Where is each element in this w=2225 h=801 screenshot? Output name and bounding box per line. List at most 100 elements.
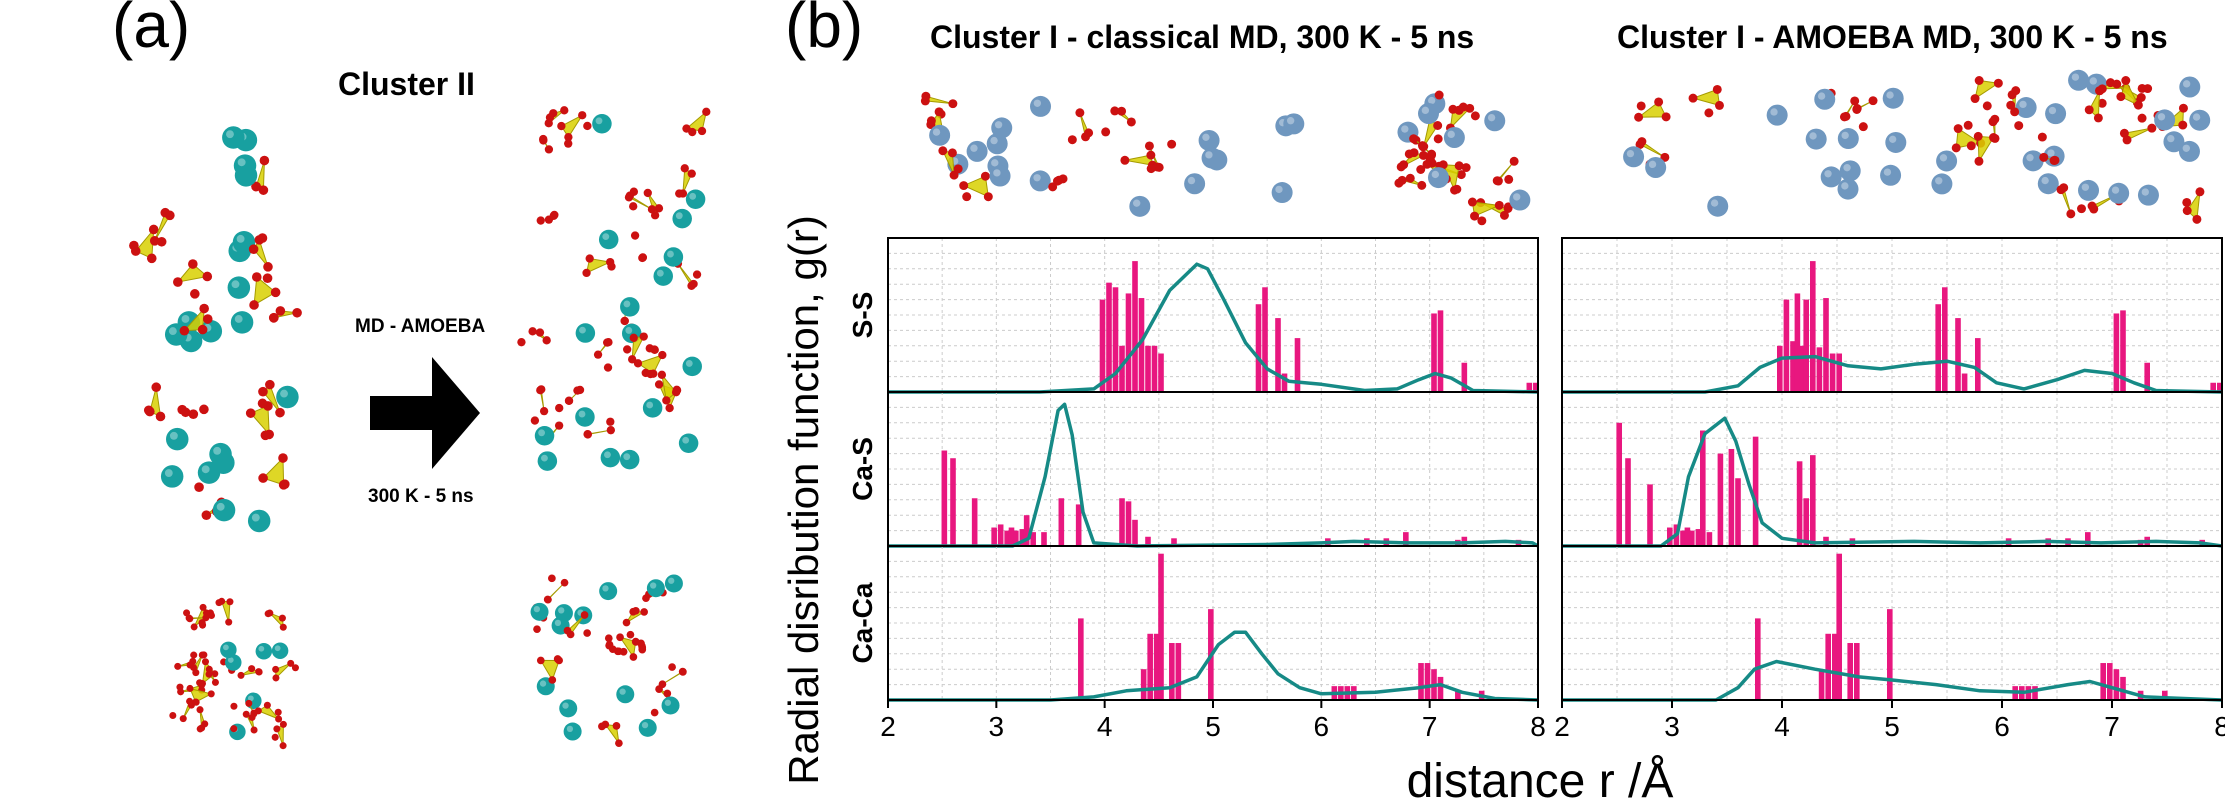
sulfate-tetrahedron (1977, 135, 1995, 163)
rdf-bar (1119, 498, 1125, 546)
oxygen-atom (560, 578, 569, 587)
rdf-bar (2100, 663, 2106, 700)
oxygen-atom (1492, 176, 1502, 186)
atom-highlight (2026, 154, 2034, 162)
oxygen-atom (1470, 111, 1480, 121)
oxygen-atom (528, 327, 537, 336)
atom-highlight (1935, 177, 1943, 185)
oxygen-atom (1660, 152, 1670, 162)
oxygen-atom (2039, 152, 2049, 162)
oxygen-atom (629, 333, 638, 342)
atom-highlight (2041, 176, 2049, 185)
oxygen-atom (196, 706, 204, 714)
rdf-bar (2120, 310, 2126, 392)
oxygen-atom (680, 164, 689, 173)
calcium-atom (575, 323, 596, 343)
oxygen-atom (1993, 78, 2003, 88)
oxygen-atom (544, 145, 554, 154)
rdf-bar (1119, 345, 1125, 392)
oxygen-atom (658, 350, 667, 360)
oxygen-atom (623, 345, 632, 354)
oxygen-atom (962, 192, 972, 202)
atom-highlight (1513, 193, 1521, 201)
sulfate-tetrahedron (257, 704, 279, 720)
oxygen-atom (560, 106, 569, 115)
rdf-bar (1041, 532, 1047, 546)
atom-highlight (2071, 73, 2080, 81)
rdf-bar (1647, 484, 1653, 546)
oxygen-atom (1634, 112, 1644, 122)
cluster-i-classical-md-view2 (1394, 90, 1531, 226)
cluster-ii-final (517, 106, 711, 471)
panel-a-label: (a) (112, 0, 191, 61)
atom-highlight (1275, 185, 1283, 194)
atom-highlight (991, 159, 999, 167)
oxygen-atom (237, 671, 245, 679)
calcium-atom (685, 189, 706, 210)
oxygen-atom (2010, 107, 2020, 117)
oxygen-atom (1409, 134, 1419, 144)
atom-highlight (1401, 125, 1409, 133)
rdf-bar (1810, 261, 1816, 392)
sulfate-tetrahedron (275, 662, 292, 680)
oxygen-atom (1394, 178, 1404, 188)
calcium-atom (563, 722, 582, 741)
oxygen-atom (533, 625, 541, 634)
calcium-atom (2189, 109, 2211, 131)
atom-highlight (538, 429, 546, 437)
calcium-atom (1427, 167, 1449, 189)
oxygen-atom (129, 240, 139, 251)
oxygen-atom (1661, 112, 1671, 122)
row-label: S-S (847, 292, 878, 339)
oxygen-atom (607, 262, 616, 271)
calcium-atom (575, 407, 595, 427)
atom-highlight (258, 645, 265, 652)
calcium-atom (233, 154, 257, 177)
oxygen-atom (629, 187, 639, 196)
calcium-atom (592, 113, 612, 134)
oxygen-atom (697, 126, 707, 136)
rdf-bar (1099, 299, 1106, 392)
oxygen-atom (198, 681, 206, 689)
calcium-atom (616, 685, 635, 704)
oxygen-atom (1417, 180, 1427, 190)
rdf-bar (1294, 338, 1301, 392)
chart-title-right: Cluster I - AMOEBA MD, 300 K - 5 ns (1617, 19, 2168, 55)
oxygen-atom (179, 715, 187, 723)
calcium-atom (653, 266, 673, 286)
atom-highlight (1421, 106, 1430, 115)
rdf-bar (1526, 382, 1533, 392)
calcium-atom (225, 654, 242, 671)
rdf-bar (1777, 345, 1783, 392)
oxygen-atom (272, 665, 280, 673)
rdf-bar (1836, 553, 1842, 700)
calcium-atom (1029, 170, 1051, 192)
rdf-bar (1684, 527, 1691, 546)
oxygen-atom (948, 99, 958, 109)
sulfate-tetrahedron (585, 257, 612, 274)
calcium-atom (1198, 129, 1220, 151)
arrow-icon (370, 357, 480, 469)
oxygen-atom (593, 350, 603, 359)
oxygen-atom (2182, 197, 2192, 207)
oxygen-atom (1416, 165, 1426, 174)
atom-highlight (251, 513, 260, 522)
calcium-atom (664, 574, 683, 593)
sulfate-tetrahedron (560, 113, 584, 139)
oxygen-atom (250, 726, 258, 734)
oxygen-atom (1452, 184, 1462, 194)
oxygen-atom (1458, 102, 1468, 112)
calcium-atom (1283, 113, 1305, 135)
rdf-bar (1004, 530, 1010, 546)
oxygen-atom (148, 224, 159, 235)
rdf-bar (1138, 298, 1145, 392)
atom-highlight (164, 469, 173, 477)
oxygen-atom (270, 287, 281, 298)
atom-highlight (994, 121, 1003, 129)
x-tick-label: 7 (2104, 711, 2120, 742)
oxygen-atom (1494, 200, 1504, 210)
oxygen-atom (205, 670, 213, 678)
oxygen-atom (1970, 94, 1980, 104)
oxygen-atom (578, 111, 587, 120)
rdf-bar (1147, 633, 1153, 700)
